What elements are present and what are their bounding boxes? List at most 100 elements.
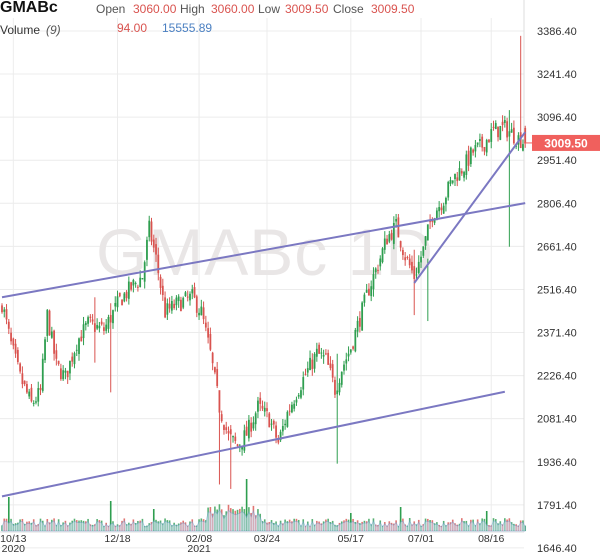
candle-body <box>114 302 117 307</box>
candle-body <box>483 146 486 152</box>
candle-body <box>177 296 180 302</box>
candle-body <box>28 391 31 397</box>
candle-body <box>241 446 243 450</box>
candle-body <box>62 370 65 380</box>
candle-body <box>300 390 302 398</box>
candle-body <box>157 254 160 274</box>
candle-body <box>435 210 438 221</box>
candle-body <box>474 145 477 152</box>
candle-body <box>229 429 232 435</box>
candle-body <box>492 126 495 128</box>
y-tick-label: 3241.40 <box>537 69 577 81</box>
candle-body <box>64 370 67 373</box>
candle-body <box>313 353 316 369</box>
candle-body <box>30 387 33 402</box>
y-tick-label: 2371.40 <box>537 328 577 340</box>
candle-body <box>365 289 368 293</box>
candle-body <box>225 427 228 431</box>
candle-body <box>32 402 35 404</box>
y-tick-label: 3096.40 <box>537 112 577 124</box>
candle-body <box>501 121 504 126</box>
candle-body <box>243 430 246 451</box>
trendline <box>1 202 526 299</box>
candle-body <box>476 142 479 145</box>
candle-body <box>417 261 420 274</box>
candle-body <box>89 316 92 318</box>
candle-body <box>324 353 327 355</box>
candle-body <box>503 119 506 124</box>
candle-body <box>481 136 484 148</box>
candle-body <box>39 387 42 390</box>
candle-body <box>191 289 194 294</box>
candle-body <box>44 339 46 361</box>
candle-body <box>26 384 28 393</box>
candle-body <box>426 224 429 241</box>
candle-body <box>259 397 262 404</box>
volume-bar <box>109 501 112 531</box>
candle-body <box>331 364 334 378</box>
candle-body <box>454 173 456 180</box>
candle-body <box>261 405 264 409</box>
candle-body <box>327 352 330 365</box>
candle-body <box>173 303 176 309</box>
candle-body <box>91 319 94 322</box>
x-tick-label: 08/16 <box>478 533 504 545</box>
y-tick-label: 2081.40 <box>537 414 577 426</box>
candle-body <box>118 292 121 297</box>
candle-body <box>309 357 311 371</box>
candle-body <box>390 232 393 240</box>
candle-body <box>519 132 522 149</box>
candle-body <box>112 310 114 324</box>
candle-body <box>413 266 416 280</box>
candle-body <box>506 121 508 138</box>
y-tick-label: 3386.40 <box>537 26 577 38</box>
candle-body <box>14 343 17 354</box>
last-price-label: 3009.50 <box>544 136 588 150</box>
candle-body <box>456 177 459 182</box>
candle-body <box>368 288 370 296</box>
volume-average-area <box>1 508 526 532</box>
candle-body <box>200 306 203 316</box>
candle-body <box>189 293 191 301</box>
candle-body <box>198 312 200 316</box>
candle-body <box>460 171 463 174</box>
volume-bar <box>7 497 10 531</box>
candle-body <box>406 257 409 259</box>
candle-body <box>211 352 214 364</box>
candle-body <box>5 309 8 320</box>
candle-body <box>50 331 53 338</box>
candle-body <box>397 217 400 238</box>
volume-bar <box>245 479 248 531</box>
candle-body <box>80 336 83 342</box>
candle-body <box>311 359 314 370</box>
candle-body <box>284 423 287 426</box>
candle-body <box>87 317 89 324</box>
candle-body <box>415 274 418 276</box>
candle-body <box>467 150 470 166</box>
candle-body <box>322 354 325 357</box>
candle-body <box>286 411 289 427</box>
high-label: High <box>180 2 205 16</box>
candle-body <box>152 239 155 248</box>
candle-body <box>59 368 62 380</box>
candle-body <box>57 360 60 364</box>
candle-body <box>266 408 268 412</box>
x-tick-label: 07/01 <box>408 533 434 545</box>
candle-body <box>320 352 323 354</box>
low-label: Low <box>258 2 281 16</box>
candle-body <box>134 283 137 285</box>
y-tick-label: 1936.40 <box>537 457 577 469</box>
candle-body <box>46 309 49 336</box>
candle-body <box>392 223 395 244</box>
y-tick-label: 1791.40 <box>537 500 577 512</box>
candle-body <box>440 207 443 211</box>
candle-body <box>345 359 348 364</box>
candle-body <box>207 328 210 338</box>
candle-body <box>250 422 253 432</box>
candle-body <box>438 207 441 212</box>
candle-body <box>386 238 388 245</box>
candle-body <box>164 297 166 318</box>
candle-body <box>132 279 135 286</box>
